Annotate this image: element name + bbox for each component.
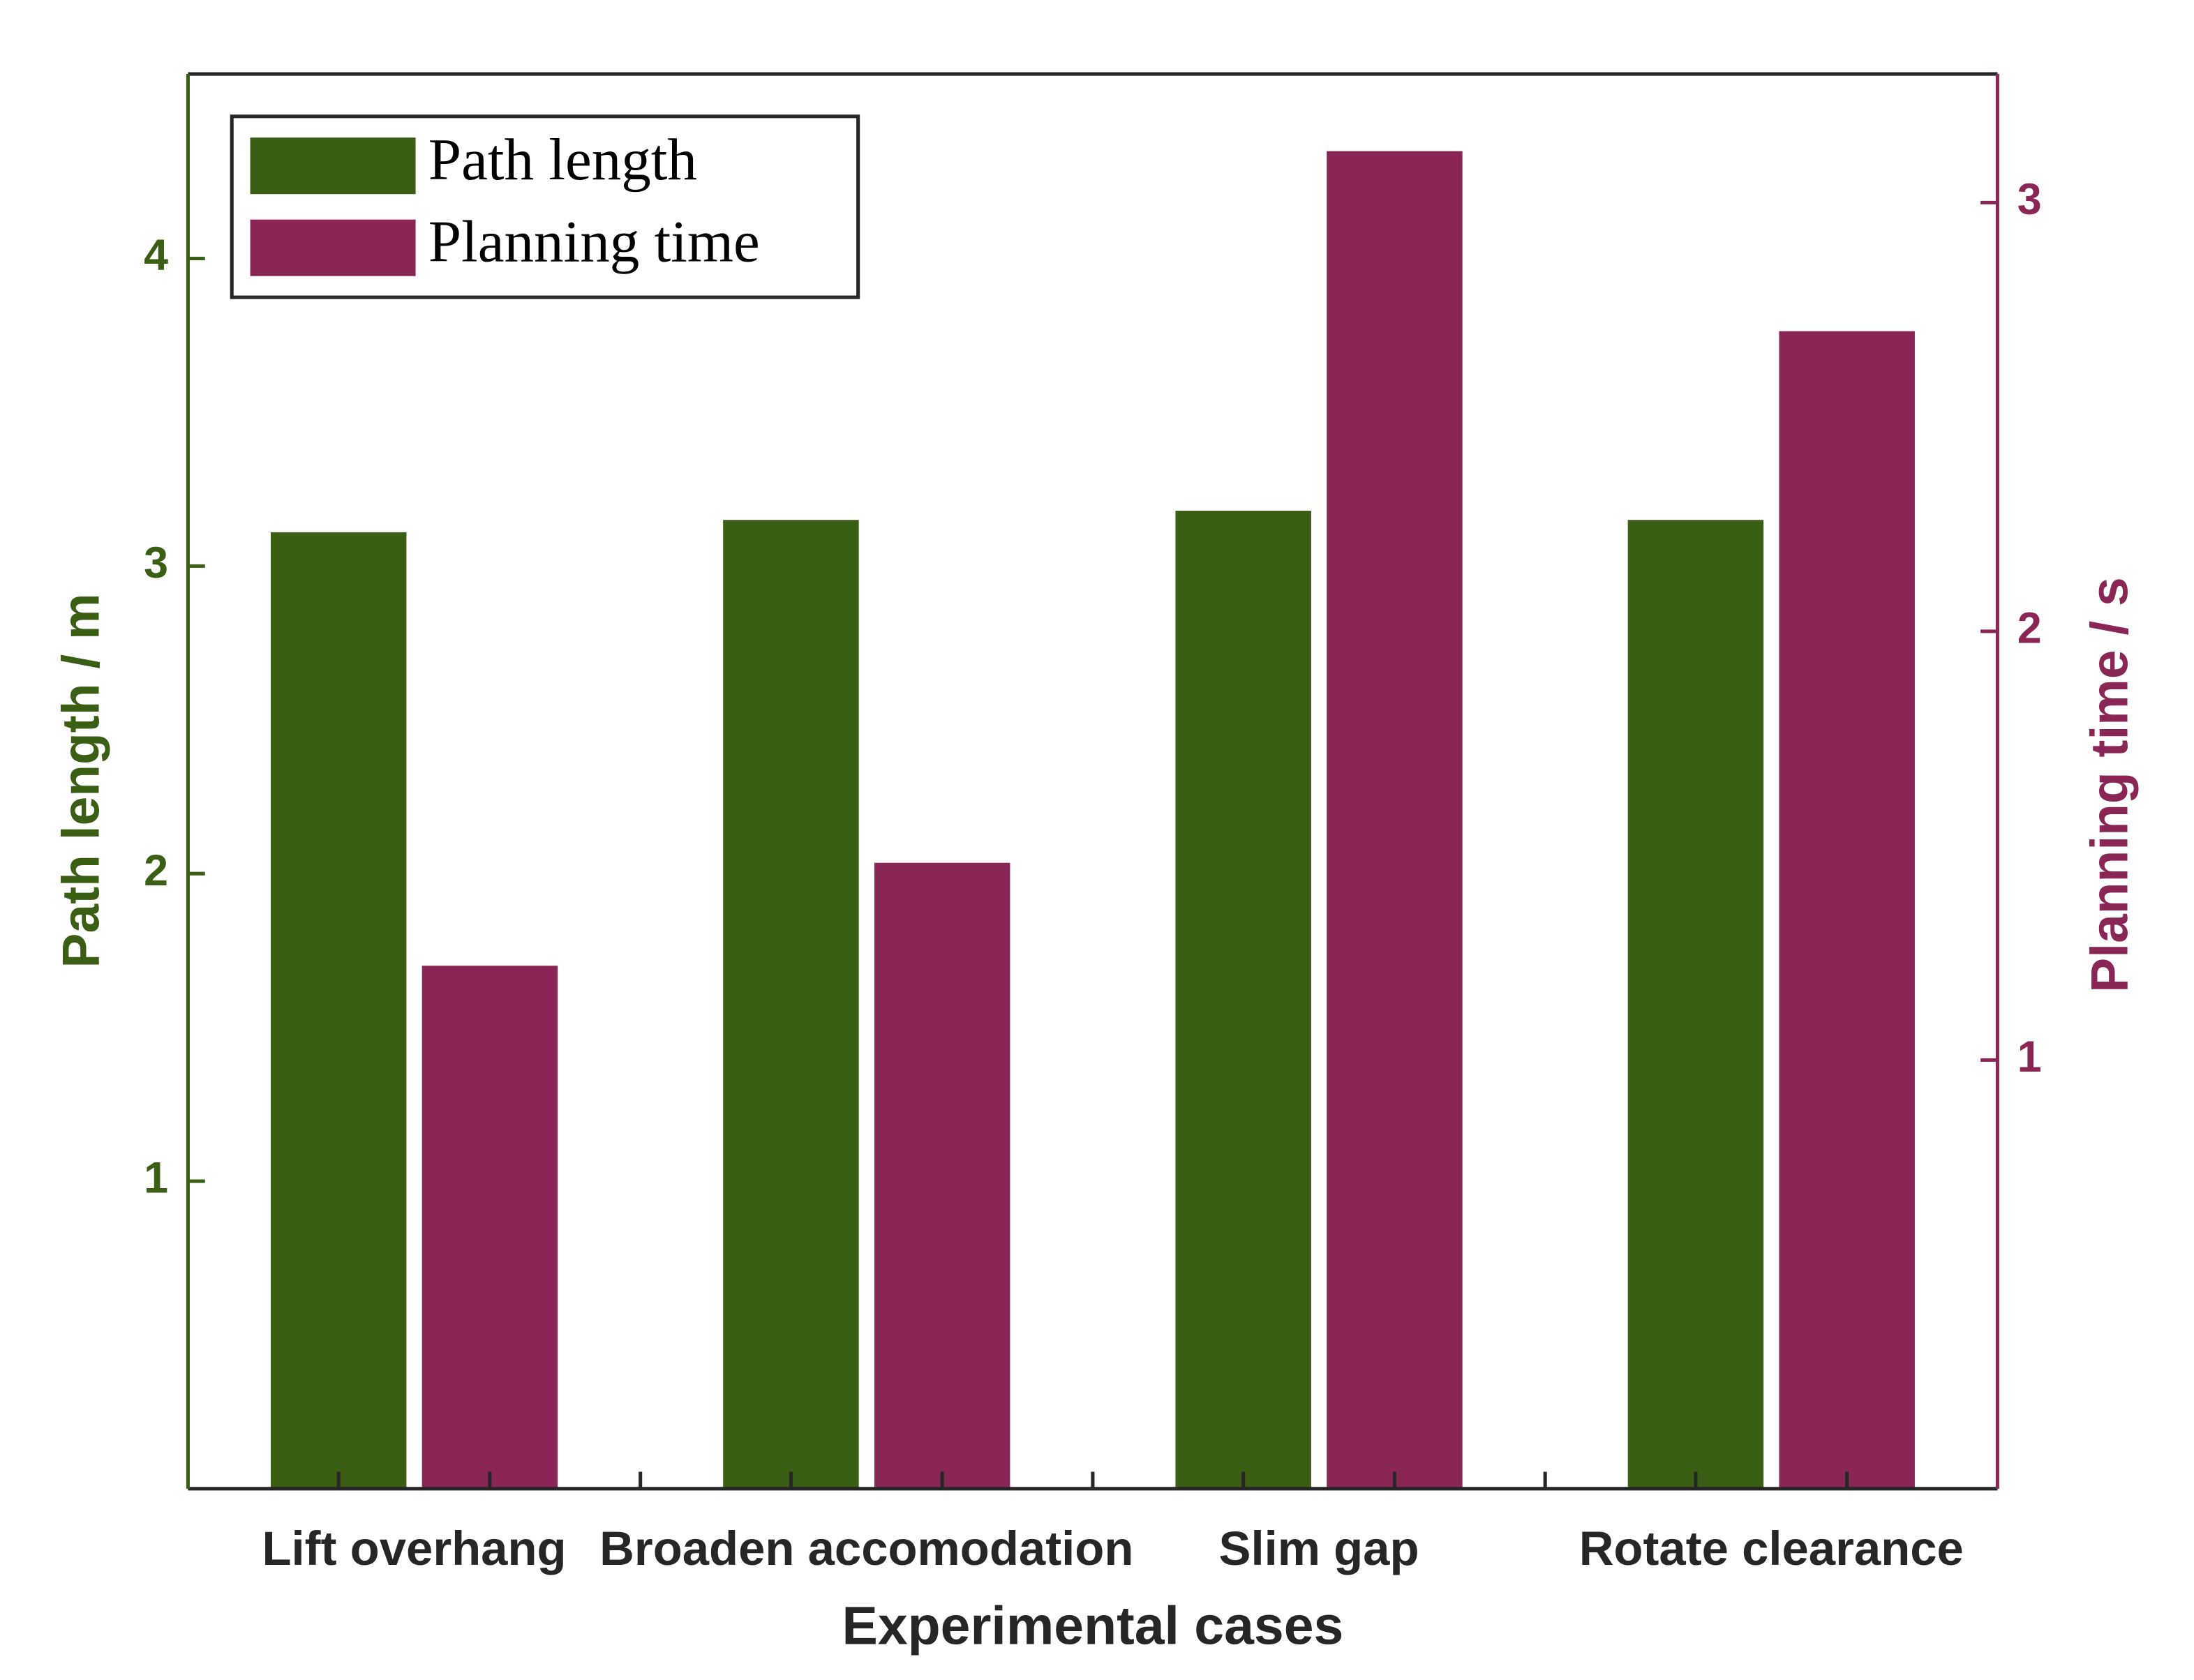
x-tick-label: Lift overhang [262, 1522, 566, 1575]
y2-tick-label: 2 [2017, 603, 2042, 652]
y2-tick-label: 1 [2017, 1033, 2042, 1081]
bar [1175, 511, 1311, 1489]
y-tick-label: 2 [144, 846, 168, 895]
x-tick-label: Slim gap [1219, 1522, 1419, 1575]
bar [421, 966, 558, 1489]
legend-label: Path length [428, 127, 697, 193]
legend-swatch [250, 137, 416, 195]
y2-axis-label: Planning time / s [2080, 577, 2138, 992]
x-tick-label: Broaden accomodation [599, 1522, 1133, 1575]
bar [1327, 151, 1463, 1489]
bar [1627, 520, 1764, 1489]
y-tick-label: 4 [144, 231, 168, 280]
y-axis-label: Path length / m [51, 593, 110, 968]
x-axis-label: Experimental cases [842, 1596, 1344, 1656]
bar [270, 532, 407, 1489]
bar [1779, 331, 1915, 1489]
bar [723, 520, 859, 1489]
y-tick-label: 3 [144, 539, 168, 587]
legend-label: Planning time [428, 209, 760, 275]
bar [874, 862, 1010, 1489]
y-tick-label: 1 [144, 1154, 168, 1203]
legend-swatch [250, 219, 416, 276]
y2-tick-label: 3 [2017, 175, 2042, 224]
x-tick-label: Rotate clearance [1579, 1522, 1964, 1575]
